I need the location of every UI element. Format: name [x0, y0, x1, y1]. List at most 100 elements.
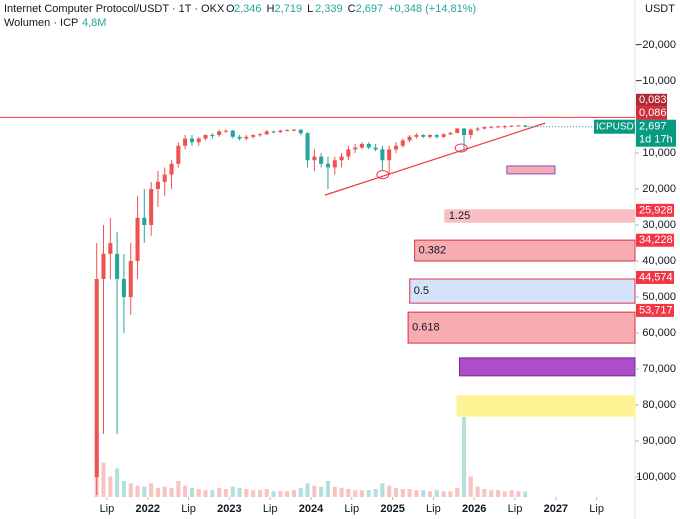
x-tick-label: 2026 — [462, 503, 486, 515]
last-price-label: 2,697 — [639, 121, 667, 133]
y-tick-label: −20,000 — [636, 39, 676, 51]
y-tick-label: 10,000 — [642, 147, 676, 159]
y-tick-label: 20,000 — [642, 183, 676, 195]
x-tick-label: 2023 — [217, 503, 241, 515]
candle-body — [475, 128, 480, 130]
candle-body — [176, 145, 181, 164]
currency: USDT — [645, 3, 675, 15]
volume-bar — [230, 486, 235, 497]
volume-bar — [434, 490, 439, 497]
zone — [459, 357, 636, 377]
volume-bar — [278, 491, 283, 497]
zone-label: 0.5 — [414, 285, 429, 297]
ohlc-value: 2,346 — [234, 3, 262, 15]
candle-body — [162, 174, 167, 182]
x-tick-label: Lip — [181, 503, 196, 515]
candle-body — [339, 156, 344, 161]
candle-body — [366, 144, 371, 148]
x-tick-label: 2024 — [299, 503, 324, 515]
x-tick-label: Lip — [426, 503, 441, 515]
candle-body — [407, 136, 412, 141]
candle-body — [346, 149, 351, 157]
y-tick-label: 100,000 — [636, 471, 676, 483]
volume-bar — [496, 490, 501, 497]
volume-bar — [502, 491, 507, 497]
volume-bar — [189, 487, 195, 497]
candle-body — [285, 129, 290, 131]
candle-body — [319, 156, 324, 164]
volume-bar — [203, 490, 208, 497]
volume-bar — [373, 489, 378, 497]
volume-bar — [271, 491, 276, 497]
candle-body — [305, 133, 310, 161]
candle-body — [325, 163, 330, 168]
y-tick-label: 60,000 — [642, 327, 676, 339]
candle-body — [312, 156, 317, 161]
ohlc-key: H — [267, 3, 275, 15]
candle-body — [94, 279, 99, 478]
candle-body — [421, 135, 426, 137]
candle-body — [441, 134, 446, 137]
candle-body — [169, 163, 174, 175]
zone — [409, 278, 636, 304]
candle-body — [332, 160, 337, 168]
volume-label: Wolumen · ICP — [4, 17, 78, 29]
volume-bar — [169, 487, 174, 497]
y-tick-label: 80,000 — [642, 399, 676, 411]
ohlc-key: C — [348, 3, 356, 15]
volume-bar — [489, 490, 494, 497]
candle-body — [217, 131, 222, 136]
volume-bar — [380, 483, 385, 497]
candle-body — [237, 136, 242, 139]
candle-body — [516, 125, 521, 127]
volume-bar — [325, 481, 330, 497]
candle-body — [101, 253, 106, 280]
candle-body — [291, 129, 297, 131]
volume-bar — [414, 490, 419, 497]
price-tag — [636, 93, 667, 107]
candle-body — [142, 217, 147, 226]
candle-body — [496, 126, 501, 128]
candle-body — [223, 130, 228, 132]
candle-body — [353, 147, 358, 150]
y-tick-label: 40,000 — [642, 255, 676, 267]
volume-bar — [244, 489, 249, 497]
volume-bar — [455, 487, 460, 497]
axis-price-label: 44,574 — [639, 271, 673, 283]
volume-bar — [251, 490, 256, 497]
axis-price-tag — [636, 233, 674, 247]
candle-body — [448, 132, 453, 135]
symbol-tag — [594, 119, 635, 134]
candle-body — [427, 135, 433, 137]
volume-bar — [176, 481, 181, 497]
axis-price-label: 34,228 — [639, 234, 673, 246]
volume-bar — [101, 462, 106, 497]
volume-bar — [421, 490, 426, 497]
y-tick-label: 50,000 — [642, 291, 676, 303]
axis-price-tag — [636, 270, 674, 284]
volume-bar — [210, 490, 215, 497]
candle-body — [414, 135, 419, 137]
y-tick-label: −10,000 — [636, 75, 676, 87]
ohlc-key: L — [307, 3, 313, 15]
volume-bar — [332, 486, 337, 497]
candle-body — [400, 140, 405, 146]
volume-bar — [115, 468, 120, 497]
volume-bar — [237, 487, 242, 497]
volume-bar — [285, 491, 290, 497]
volume-bar — [149, 483, 154, 497]
volume-bar — [523, 491, 528, 497]
volume-bar — [155, 487, 160, 497]
circle-marker — [376, 170, 390, 180]
candle-body — [359, 144, 365, 148]
volume-bar — [353, 490, 358, 497]
candle-body — [489, 126, 494, 128]
volume-bar — [183, 485, 188, 497]
x-tick-label: Lip — [508, 503, 523, 515]
volume-bar — [366, 490, 371, 497]
ohlc-key: O — [226, 3, 235, 15]
candle-body — [128, 261, 133, 298]
zone-label: 1.25 — [449, 210, 470, 222]
candle-body — [203, 135, 208, 139]
